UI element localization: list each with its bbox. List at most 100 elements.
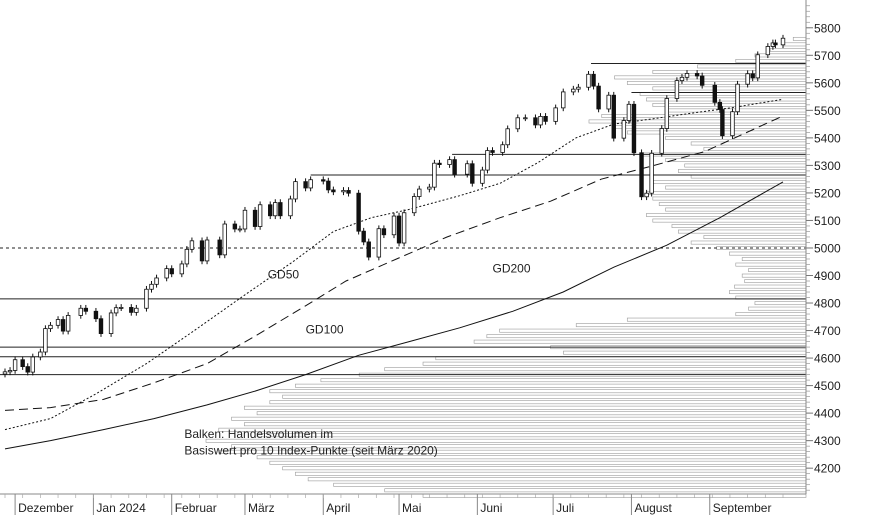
- x-tick-label: Februar: [175, 501, 217, 515]
- x-tick-label: September: [713, 501, 772, 515]
- volume-bar: [748, 306, 807, 311]
- volume-bar: [614, 125, 807, 129]
- candle-body: [452, 159, 457, 175]
- y-tick-label: 5100: [814, 214, 841, 228]
- candle-body: [427, 186, 432, 190]
- volume-bar: [690, 240, 807, 245]
- y-tick-label: 4900: [814, 269, 841, 283]
- candle-body: [730, 111, 735, 137]
- volume-bar: [256, 433, 807, 438]
- x-tick-label: Mai: [402, 501, 421, 515]
- volume-bar: [741, 273, 807, 278]
- candle-body: [129, 307, 134, 313]
- volume-bar: [646, 191, 807, 195]
- volume-bar: [729, 251, 807, 256]
- moving-averages: [4, 98, 784, 450]
- candle-body: [331, 189, 336, 193]
- y-tick-label: 4700: [814, 324, 841, 338]
- candle-body: [480, 169, 485, 184]
- candle-body: [38, 351, 43, 358]
- axes: 4200 4300 4400 4500 4600 4700 4800 4900 5000 5100…: [0, 0, 841, 515]
- volume-bar: [684, 163, 807, 168]
- candle-body: [7, 370, 13, 373]
- volume-bar: [384, 367, 807, 372]
- candle-body: [83, 307, 89, 312]
- volume-bar: [652, 103, 807, 107]
- candle-body: [576, 86, 581, 90]
- volume-bar: [658, 202, 807, 206]
- candle-body: [543, 116, 548, 122]
- candle-body: [303, 181, 308, 189]
- candle-body: [417, 188, 422, 197]
- candle-body: [631, 103, 637, 154]
- volume-bar: [231, 416, 807, 421]
- volume-bar: [486, 334, 807, 339]
- volume-bar: [652, 218, 807, 223]
- candle-body: [293, 181, 298, 200]
- y-tick-label: 5300: [814, 159, 841, 173]
- volume-bar: [735, 59, 807, 63]
- candle-body: [273, 202, 278, 217]
- candle-body: [232, 223, 238, 230]
- candle-body: [591, 73, 596, 87]
- annotation-label: Balken: Handelsvolumen im: [184, 427, 333, 441]
- candle-body: [288, 198, 293, 217]
- candle-body: [699, 75, 705, 86]
- candle-body: [505, 128, 510, 146]
- candle-body: [538, 116, 543, 126]
- volume-bar: [769, 47, 807, 52]
- candle-body: [268, 204, 273, 217]
- candle-body: [485, 150, 490, 171]
- candle-body: [586, 73, 591, 88]
- horizontal-lines: [0, 63, 806, 376]
- candle-body: [12, 359, 18, 371]
- candle-body: [60, 319, 66, 332]
- candle-body: [596, 85, 601, 110]
- volume-bar: [671, 224, 807, 228]
- candle-body: [621, 120, 627, 139]
- candle-body: [361, 230, 366, 243]
- candle-body: [30, 356, 35, 373]
- volume-bar: [697, 64, 807, 69]
- candle-body: [376, 228, 382, 258]
- volume-bar: [735, 262, 807, 267]
- candle-body: [242, 209, 248, 230]
- candle-body: [712, 84, 717, 103]
- y-tick-label: 4800: [814, 297, 841, 311]
- candle-body: [252, 209, 258, 227]
- volume-bar: [754, 53, 807, 58]
- candle-body: [515, 117, 520, 130]
- moving-average-gd100: [4, 115, 784, 411]
- volume-bar: [665, 185, 807, 190]
- volume-bar: [748, 268, 807, 272]
- volume-bar: [734, 284, 807, 289]
- y-tick-label: 5600: [814, 76, 841, 90]
- y-tick-label: 5000: [814, 241, 841, 255]
- candle-body: [437, 162, 442, 165]
- x-tick-label: März: [248, 501, 275, 515]
- candle-body: [366, 241, 371, 258]
- candle-body: [149, 283, 154, 290]
- candle-body: [720, 109, 725, 137]
- volume-bar: [422, 361, 807, 366]
- y-tick-label: 4200: [814, 462, 841, 476]
- volume-bar: [754, 301, 807, 306]
- candles: [2, 34, 786, 378]
- volume-bar: [295, 383, 807, 388]
- annotation-label: GD100: [306, 322, 344, 336]
- candle-body: [412, 196, 417, 214]
- volume-bar: [307, 477, 807, 482]
- x-tick-label: April: [326, 501, 350, 515]
- candle-body: [55, 319, 61, 326]
- candle-body: [553, 107, 558, 122]
- candle-body: [679, 76, 685, 82]
- candle-body: [184, 248, 190, 265]
- candle-body: [674, 80, 680, 99]
- candle-body: [735, 83, 740, 113]
- candle-body: [356, 192, 361, 232]
- candle-body: [649, 152, 654, 194]
- candle-body: [204, 239, 210, 262]
- x-tick-label: Juli: [556, 501, 574, 515]
- volume-bar: [269, 400, 807, 405]
- candle-body: [199, 240, 205, 262]
